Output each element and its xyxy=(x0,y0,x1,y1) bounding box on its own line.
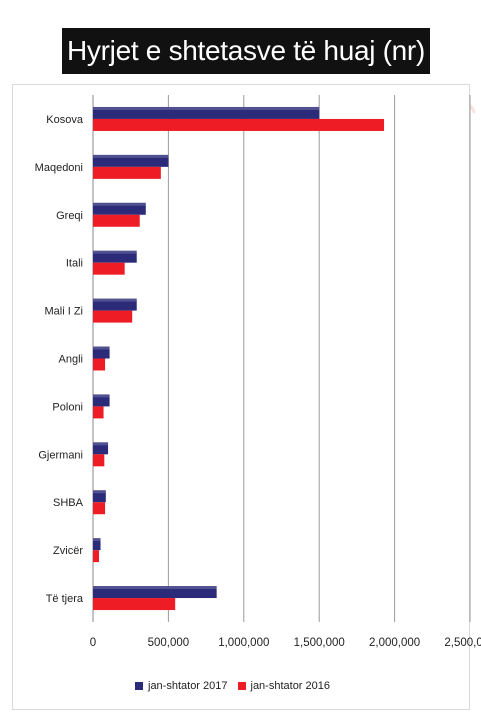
x-tick-label: 2,000,000 xyxy=(369,637,420,649)
bar-2017 xyxy=(93,298,137,311)
legend: jan-shtator 2017 jan-shtator 2016 xyxy=(135,678,330,694)
category-label: Zvicër xyxy=(53,545,83,557)
bar-highlight xyxy=(93,106,320,110)
category-label: Greqi xyxy=(56,210,83,222)
legend-item-2017: jan-shtator 2017 xyxy=(135,680,228,692)
legend-item-2016: jan-shtator 2016 xyxy=(237,680,331,692)
bar-2017 xyxy=(93,538,101,551)
bar-2017 xyxy=(93,394,110,407)
bar-2017 xyxy=(93,154,169,167)
x-tick-label: 0 xyxy=(90,637,96,649)
x-tick-label: 1,500,000 xyxy=(294,637,345,649)
bar-2017 xyxy=(93,250,137,263)
chart-frame xyxy=(12,84,470,710)
category-label: Maqedoni xyxy=(35,162,83,174)
bar-2017 xyxy=(93,490,106,503)
bar-highlight xyxy=(93,202,146,206)
category-label: Mali I Zi xyxy=(45,306,84,318)
bar-2016 xyxy=(93,454,105,467)
bar-2016 xyxy=(93,166,161,179)
bar-2016 xyxy=(93,358,106,371)
x-tick-label: 500,000 xyxy=(148,637,190,649)
legend-label-2016: jan-shtator 2016 xyxy=(250,680,331,692)
bar-highlight xyxy=(93,490,106,494)
bar-2016 xyxy=(93,310,133,323)
category-label: Kosova xyxy=(46,114,84,126)
bar-2017 xyxy=(93,202,146,215)
category-label: Itali xyxy=(66,258,83,270)
bar-highlight xyxy=(93,346,110,350)
bar-highlight xyxy=(93,250,137,254)
category-label: SHBA xyxy=(53,497,84,509)
bar-2017 xyxy=(93,106,320,119)
bar-2016 xyxy=(93,550,100,563)
bar-2016 xyxy=(93,406,104,419)
legend-swatch-2016 xyxy=(237,682,246,690)
bar-highlight xyxy=(93,154,169,158)
category-label: Të tjera xyxy=(46,593,84,605)
bar-2017 xyxy=(93,586,217,599)
chart-title: Hyrjet e shtetasve të huaj (nr) xyxy=(62,28,430,74)
bar-2017 xyxy=(93,442,109,455)
bar-highlight xyxy=(93,394,110,398)
x-tick-label: 1,000,000 xyxy=(218,637,269,649)
category-label: Angli xyxy=(59,354,83,366)
bar-2016 xyxy=(93,214,140,227)
bar-2017 xyxy=(93,346,110,359)
x-tick-label: 2,500,000 xyxy=(444,637,481,649)
bar-2016 xyxy=(93,502,106,515)
category-label: Gjermani xyxy=(38,449,83,461)
bar-highlight xyxy=(93,298,137,302)
bar-2016 xyxy=(93,118,385,131)
bar-highlight xyxy=(93,586,217,590)
legend-swatch-2017 xyxy=(135,682,143,690)
legend-label-2017: jan-shtator 2017 xyxy=(148,680,228,692)
bar-highlight xyxy=(93,442,109,446)
bar-2016 xyxy=(93,598,176,611)
bar-2016 xyxy=(93,262,125,275)
bar-highlight xyxy=(93,538,101,542)
category-label: Poloni xyxy=(52,401,83,413)
